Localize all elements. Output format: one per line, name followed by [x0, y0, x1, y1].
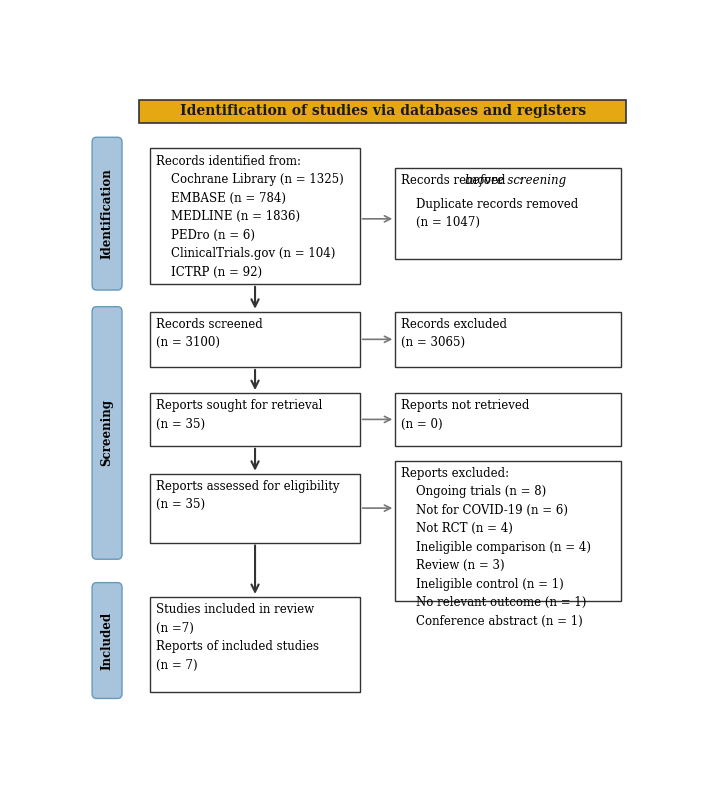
Text: Reports sought for retrieval
(n = 35): Reports sought for retrieval (n = 35) [156, 399, 322, 430]
Text: Screening: Screening [100, 399, 114, 466]
Text: Studies included in review
(n =7)
Reports of included studies
(n = 7): Studies included in review (n =7) Report… [156, 603, 319, 671]
Bar [150, 597, 360, 692]
Text: Reports assessed for eligibility
(n = 35): Reports assessed for eligibility (n = 35… [156, 480, 339, 511]
FancyBboxPatch shape [92, 582, 122, 698]
Text: Identification of studies via databases and registers: Identification of studies via databases … [180, 104, 586, 118]
Text: Records excluded
(n = 3065): Records excluded (n = 3065) [401, 318, 507, 350]
Text: Records removed: Records removed [401, 174, 509, 187]
FancyBboxPatch shape [92, 138, 122, 290]
Text: Identification: Identification [100, 168, 114, 259]
Bar [150, 148, 360, 284]
Text: Records identified from:
    Cochrane Library (n = 1325)
    EMBASE (n = 784)
  : Records identified from: Cochrane Librar… [156, 154, 343, 278]
Bar [395, 461, 621, 601]
Text: Records screened
(n = 3100): Records screened (n = 3100) [156, 318, 263, 350]
Bar [395, 393, 621, 446]
Bar [395, 168, 621, 259]
Text: Included: Included [100, 611, 114, 670]
Bar [150, 393, 360, 446]
Text: Reports excluded:
    Ongoing trials (n = 8)
    Not for COVID-19 (n = 6)
    No: Reports excluded: Ongoing trials (n = 8)… [401, 467, 590, 628]
Text: :: : [519, 174, 523, 187]
Bar [150, 474, 360, 542]
Text: before screening: before screening [465, 174, 566, 187]
Bar [150, 311, 360, 367]
Text: Reports not retrieved
(n = 0): Reports not retrieved (n = 0) [401, 399, 529, 430]
FancyBboxPatch shape [92, 306, 122, 559]
Text: Duplicate records removed
    (n = 1047): Duplicate records removed (n = 1047) [401, 198, 578, 229]
Bar [395, 311, 621, 367]
Bar [140, 100, 626, 123]
